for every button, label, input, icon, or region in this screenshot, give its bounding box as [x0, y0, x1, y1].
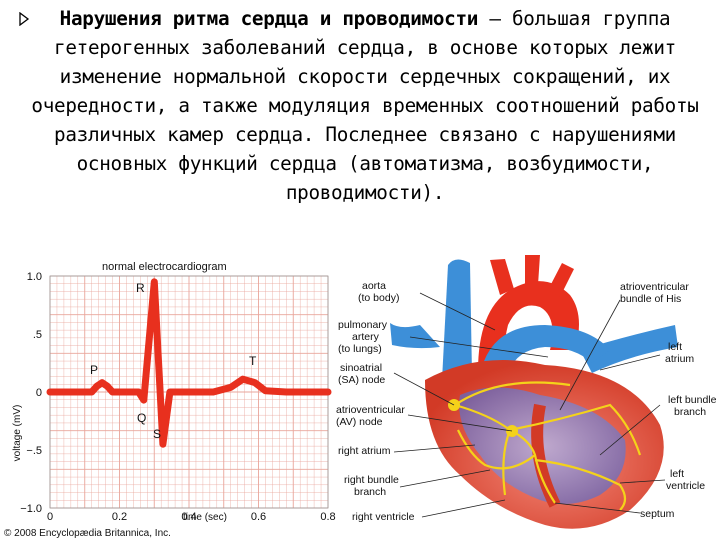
definition-body: – большая группа гетерогенных заболевани… — [31, 7, 699, 204]
pulmonary-artery-vessel — [480, 325, 610, 385]
label-right-ventricle: right ventricle — [352, 511, 415, 523]
definition-term: Нарушения ритма сердца и проводимости — [59, 7, 479, 30]
leader-lines — [393, 292, 666, 518]
ecg-title: normal electrocardiogram — [102, 261, 227, 273]
label-aorta: aorta (to body) — [358, 280, 399, 304]
label-left-atrium: left atrium — [665, 341, 694, 365]
label-pulmonary-artery: pulmonary artery (to lungs) — [338, 319, 388, 355]
y-tick-label: 0 — [36, 387, 42, 399]
pulmonary-veins-right — [390, 323, 440, 349]
ecg-y-axis-label: voltage (mV) — [12, 405, 23, 462]
y-tick-label: −.5 — [26, 445, 42, 457]
wave-label-p: P — [90, 363, 98, 377]
definition-paragraph: Нарушения ритма сердца и проводимости – … — [18, 0, 712, 207]
x-tick-label: 0.8 — [320, 511, 335, 523]
label-av-node: atrioventricular (AV) node — [336, 404, 405, 428]
ecg-x-ticks: 0 0.2 0.4 0.6 0.8 — [47, 511, 336, 523]
aorta-branches — [490, 255, 574, 297]
y-tick-label: −1.0 — [20, 503, 42, 515]
ecg-x-axis-label: time (sec) — [183, 512, 227, 523]
triangle-right-icon — [19, 12, 30, 26]
heart-conduction-figure: aorta (to body) pulmonary artery (to lungs)… — [336, 255, 717, 529]
x-tick-label: 0.4 — [181, 511, 196, 523]
ecg-y-ticks: 1.0 .5 0 −.5 −1.0 — [20, 271, 42, 515]
label-his-bundle: atrioventricular bundle of His — [620, 281, 689, 305]
label-right-atrium: right atrium — [338, 445, 391, 457]
label-septum: septum — [640, 508, 675, 520]
wave-label-q: Q — [137, 411, 146, 425]
wave-label-r: R — [136, 281, 145, 295]
label-sa-node: sinoatrial (SA) node — [338, 362, 385, 386]
copyright-notice: © 2008 Encyclopædia Britannica, Inc. — [4, 528, 171, 539]
wave-label-t: T — [249, 354, 257, 368]
x-tick-label: 0 — [47, 511, 53, 523]
label-left-ventricle: left ventricle — [666, 468, 705, 492]
slide-text-block: Нарушения ритма сердца и проводимости – … — [18, 0, 712, 207]
y-tick-label: 1.0 — [27, 271, 42, 283]
ecg-figure: normal electrocardiogram 1.0 .5 0 −.5 −1.0 0… — [4, 261, 336, 539]
label-right-bundle: right bundle branch — [344, 474, 399, 498]
wave-label-s: S — [153, 427, 161, 441]
x-tick-label: 0.2 — [112, 511, 127, 523]
label-left-bundle: left bundle branch — [668, 394, 717, 418]
x-tick-label: 0.6 — [251, 511, 266, 523]
superior-vena-cava — [442, 259, 472, 380]
pulmonary-veins-left — [580, 325, 678, 373]
ecg-trace — [46, 278, 332, 448]
y-tick-label: .5 — [33, 329, 42, 341]
